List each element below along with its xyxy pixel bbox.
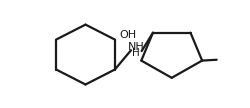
Text: H: H [132,48,140,58]
Text: OH: OH [120,30,137,40]
Text: NH: NH [128,42,144,52]
